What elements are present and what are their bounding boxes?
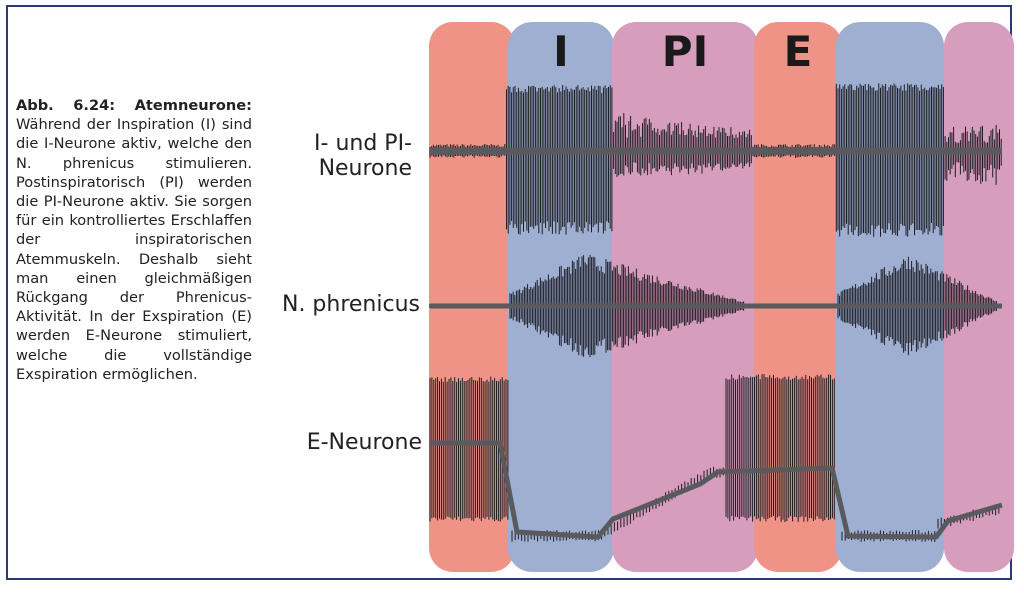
phase-label-i: I	[553, 27, 569, 76]
trace-i-pi-neurone	[429, 83, 1002, 237]
phase-label-e: E	[784, 27, 813, 76]
label-e-neurone: E-Neurone	[306, 430, 422, 455]
baseline-e	[430, 440, 1003, 540]
phase-band-pi-1	[612, 22, 758, 572]
label-i-pi-line1: I- und PI-	[314, 131, 412, 156]
trace-e-neurone	[429, 374, 1003, 542]
phase-band-e-2	[754, 22, 842, 572]
label-i-pi-neurone: I- und PI- Neurone	[270, 131, 412, 181]
label-i-pi-line2: Neurone	[318, 156, 412, 181]
trace-n-phrenicus	[429, 254, 1002, 358]
label-n-phrenicus: N. phrenicus	[281, 292, 420, 317]
caption-title: Abb. 6.24: Atemneurone:	[16, 97, 252, 114]
caption-body: Während der Inspiration (I) sind die I-N…	[16, 116, 252, 383]
phase-label-pi: PI	[662, 27, 708, 76]
phase-labels: I PI E	[553, 27, 812, 76]
figure-caption: Abb. 6.24: Atemneurone: Während der Insp…	[16, 96, 252, 384]
